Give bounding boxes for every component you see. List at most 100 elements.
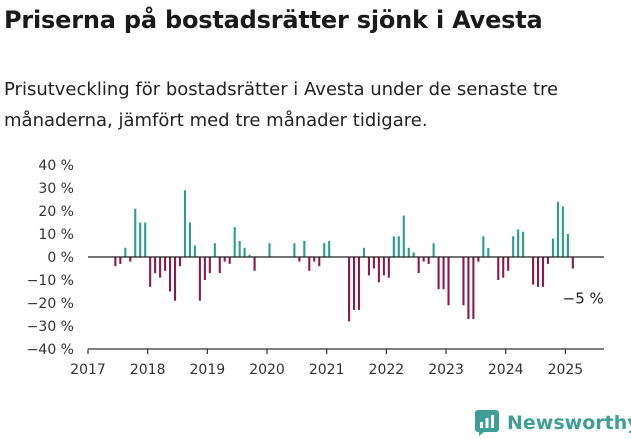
bar xyxy=(139,222,142,257)
y-tick-label: 0 % xyxy=(47,250,74,266)
bar xyxy=(173,257,177,301)
bar xyxy=(313,257,316,262)
bar xyxy=(432,243,435,257)
bar xyxy=(372,257,375,269)
x-tick-label: 2017 xyxy=(70,362,106,378)
x-tick-label: 2021 xyxy=(309,362,345,378)
bar xyxy=(183,190,187,257)
bar xyxy=(412,252,415,257)
bar xyxy=(397,236,400,257)
bar xyxy=(522,231,525,257)
bar xyxy=(362,247,366,257)
bar xyxy=(169,257,172,292)
bar xyxy=(159,257,162,278)
bar xyxy=(248,254,251,257)
y-tick-label: 20 % xyxy=(38,204,74,220)
bar xyxy=(437,257,440,290)
bar xyxy=(353,257,356,310)
x-axis: 2017 2018 2019 2020 2021 2022 2023 2024 2025 xyxy=(70,348,604,378)
bar xyxy=(482,236,485,257)
x-tick-label: 2022 xyxy=(369,362,405,378)
bar xyxy=(203,257,206,280)
annotations: −5 % xyxy=(563,290,604,308)
bar xyxy=(392,236,395,257)
bar xyxy=(507,257,510,271)
bar xyxy=(218,257,221,274)
bar xyxy=(348,257,351,322)
bar xyxy=(124,247,127,257)
bar xyxy=(387,257,390,278)
bars xyxy=(88,190,604,322)
bar xyxy=(149,257,152,287)
bar xyxy=(541,257,545,287)
bar xyxy=(223,257,226,262)
bar xyxy=(442,257,445,290)
bar xyxy=(238,240,241,257)
bar xyxy=(323,243,326,257)
bar xyxy=(357,257,361,310)
bar xyxy=(178,257,182,267)
bar xyxy=(417,257,420,274)
x-tick-label: 2020 xyxy=(249,362,285,378)
bar xyxy=(472,257,475,320)
bar xyxy=(427,257,430,264)
y-tick-label: 10 % xyxy=(38,227,74,243)
x-tick-label: 2024 xyxy=(488,362,524,378)
bar xyxy=(318,257,321,267)
bar xyxy=(532,257,535,285)
bar xyxy=(467,257,470,320)
bar xyxy=(308,257,311,271)
y-tick-label: 40 % xyxy=(38,158,74,174)
chart-subtitle: Prisutveckling för bostadsrätter i Avest… xyxy=(4,79,559,131)
bar xyxy=(377,257,380,283)
bar xyxy=(208,257,211,274)
bar xyxy=(293,243,296,257)
bar xyxy=(402,215,405,257)
bar xyxy=(303,240,306,257)
bar xyxy=(164,257,167,271)
bar xyxy=(487,247,490,257)
newsworthy-logo-icon xyxy=(475,410,499,436)
bar xyxy=(268,243,271,257)
bar xyxy=(233,227,236,257)
bar xyxy=(462,257,465,306)
bar xyxy=(198,257,201,301)
bar xyxy=(213,243,216,257)
bar xyxy=(253,257,256,271)
x-tick-label: 2018 xyxy=(130,362,166,378)
bar xyxy=(228,257,231,264)
brand-name: Newsworthy xyxy=(507,412,631,434)
bar xyxy=(497,257,500,280)
bar xyxy=(144,222,147,257)
x-tick-label: 2025 xyxy=(548,362,584,378)
newsworthy-logo: Newsworthy xyxy=(475,410,631,436)
bar xyxy=(114,257,117,267)
bar xyxy=(556,201,559,257)
bar xyxy=(134,208,137,257)
bar xyxy=(328,240,331,257)
last-value-label: −5 % xyxy=(563,290,604,308)
y-tick-label: −40 % xyxy=(27,342,74,358)
bar xyxy=(422,257,425,262)
bar xyxy=(188,222,191,257)
bar xyxy=(512,236,515,257)
bar xyxy=(571,257,574,269)
y-tick-label: −30 % xyxy=(27,319,74,335)
bar xyxy=(119,257,122,264)
y-tick-label: 30 % xyxy=(38,181,74,197)
bar xyxy=(367,257,371,276)
bar xyxy=(566,234,569,257)
bar xyxy=(517,229,520,257)
chart-title: Priserna på bostadsrätter sjönk i Avesta xyxy=(4,6,543,34)
y-tick-label: −10 % xyxy=(27,273,74,289)
x-tick-label: 2023 xyxy=(428,362,464,378)
y-tick-label: −20 % xyxy=(27,296,74,312)
bar xyxy=(298,257,301,262)
bar xyxy=(502,257,505,278)
bar xyxy=(477,257,480,262)
bar xyxy=(407,247,410,257)
y-axis: 40 % 30 % 20 % 10 % 0 % −10 % −20 % −30 % −40 % xyxy=(27,158,74,358)
bar xyxy=(154,257,157,274)
bar xyxy=(561,206,564,257)
